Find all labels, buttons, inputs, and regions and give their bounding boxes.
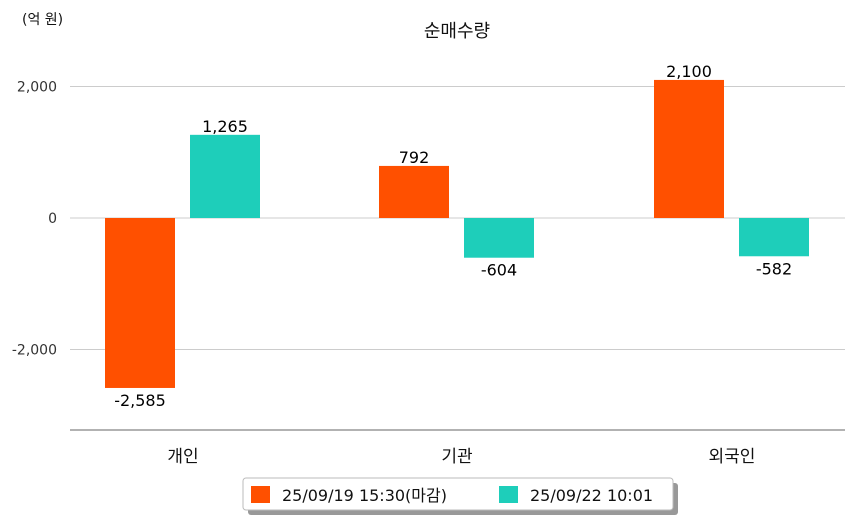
legend-swatch-series-1 [251, 486, 270, 503]
data-label: -582 [756, 259, 792, 278]
data-label: -604 [481, 261, 517, 280]
x-category-label: 개인 [167, 447, 198, 467]
chart-title: 순매수량 [424, 21, 490, 42]
legend: 25/09/19 15:30(마감) 25/09/22 10:01 [242, 477, 678, 515]
legend-swatch-series-2 [499, 486, 518, 503]
x-category-label: 기관 [441, 447, 472, 467]
data-label: -2,585 [114, 391, 166, 410]
bar-1-1[interactable] [379, 165, 449, 218]
bar-1-0[interactable] [105, 218, 175, 388]
bar-2-0[interactable] [190, 134, 260, 218]
y-unit-label: (억 원) [22, 12, 63, 28]
y-tick-label: -2,000 [12, 343, 57, 359]
bar-2-1[interactable] [464, 218, 534, 258]
y-tick-label: 2,000 [17, 80, 57, 96]
data-label: 2,100 [666, 62, 712, 81]
legend-label-series-1[interactable]: 25/09/19 15:30(마감) [282, 486, 447, 505]
legend-label-series-2[interactable]: 25/09/22 10:01 [530, 486, 653, 505]
data-label: 1,265 [202, 117, 248, 136]
data-label: 792 [399, 148, 430, 167]
y-tick-label: 0 [48, 211, 57, 227]
bar-1-2[interactable] [654, 79, 724, 218]
x-category-label: 외국인 [709, 447, 756, 467]
bar-2-2[interactable] [739, 218, 809, 257]
